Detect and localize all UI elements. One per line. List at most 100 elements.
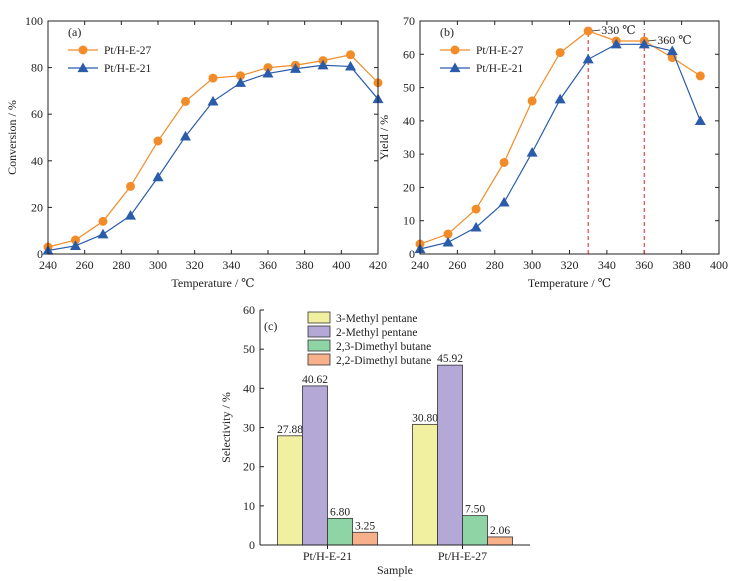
data-point xyxy=(345,60,356,71)
x-tick-label: 420 xyxy=(369,258,387,272)
y-tick-label: 70 xyxy=(403,14,415,28)
bar-value-label: 40.62 xyxy=(302,374,328,386)
data-point xyxy=(610,38,622,49)
bar xyxy=(437,364,463,546)
bar-value-label: 30.80 xyxy=(412,412,438,424)
legend-swatch xyxy=(307,353,331,366)
series-line xyxy=(47,54,379,248)
legend-label: 2-Methyl pentane xyxy=(336,327,417,339)
legend-swatch xyxy=(307,339,331,352)
legend-label: Pt/H-E-27 xyxy=(104,45,152,57)
annotation-label: 360 ℃ xyxy=(657,33,691,47)
data-point xyxy=(694,115,706,125)
y-axis-title: Selectivity / % xyxy=(219,392,233,463)
data-point xyxy=(98,216,108,226)
y-tick-label: 40 xyxy=(403,114,415,128)
x-tick-label: Pt/H-E-21 xyxy=(303,549,352,563)
data-point xyxy=(181,96,190,106)
data-point xyxy=(236,71,245,81)
data-point xyxy=(208,73,218,83)
data-point xyxy=(470,221,482,232)
x-axis-title: Temperature / ℃ xyxy=(171,276,254,290)
panel-b: 240 260 280 300 320 340 360 380 400 0 10 20 30 40 50 60… xyxy=(377,14,728,290)
data-point xyxy=(526,146,538,157)
bar-value-label: 6.80 xyxy=(330,506,350,518)
data-point xyxy=(207,95,219,106)
series-line xyxy=(419,30,701,245)
legend-swatch xyxy=(307,325,331,338)
y-tick-label: 0 xyxy=(249,538,255,552)
x-tick-label: 280 xyxy=(112,258,130,272)
x-tick-label: 400 xyxy=(332,258,350,272)
legend-marker xyxy=(77,62,89,73)
legend-label: 2,2-Dimethyl butane xyxy=(336,355,431,367)
data-point xyxy=(583,26,593,36)
x-tick-label: 320 xyxy=(186,258,204,272)
plot-frame xyxy=(419,20,720,255)
x-tick-label: 300 xyxy=(149,258,167,272)
x-axis-title: Sample xyxy=(377,563,413,577)
y-tick-label: 0 xyxy=(409,247,415,261)
bar-value-label: 3.25 xyxy=(355,520,375,532)
x-tick-label: 340 xyxy=(598,258,616,272)
data-point xyxy=(471,204,481,214)
y-tick-label: 20 xyxy=(403,180,415,194)
x-tick-label: 260 xyxy=(448,258,466,272)
y-tick-label: 10 xyxy=(243,499,255,513)
panel-a: 240 260 280 300 320 340 360 380 400 420 0 20 40 60 80 1… xyxy=(5,14,387,290)
data-point xyxy=(263,63,273,73)
legend-marker xyxy=(450,45,460,55)
bar xyxy=(352,531,378,546)
x-tick-label: 260 xyxy=(76,258,94,272)
data-point xyxy=(235,77,246,87)
data-point xyxy=(262,67,274,78)
x-tick-label: 400 xyxy=(710,258,728,272)
y-tick-label: 10 xyxy=(403,214,415,228)
data-point xyxy=(527,96,537,106)
bar-value-label: 27.88 xyxy=(277,424,303,436)
x-tick-label: 380 xyxy=(296,258,314,272)
annotation-leader xyxy=(648,39,657,42)
legend-label: Pt/H-E-21 xyxy=(104,63,152,75)
data-point xyxy=(695,71,705,81)
bar-value-label: 45.92 xyxy=(437,353,463,365)
panel-label: (c) xyxy=(264,319,277,333)
annotation-leader xyxy=(592,29,601,32)
data-point xyxy=(152,171,164,182)
data-point xyxy=(126,181,135,191)
x-tick-label: 360 xyxy=(259,258,277,272)
y-tick-label: 40 xyxy=(31,154,43,168)
y-tick-label: 60 xyxy=(31,107,43,121)
data-point xyxy=(443,229,453,239)
data-point xyxy=(442,236,454,247)
y-axis-title: Conversion / % xyxy=(5,100,19,175)
data-point xyxy=(153,136,163,146)
data-point xyxy=(555,48,565,58)
data-point xyxy=(499,157,509,167)
legend-marker xyxy=(78,45,88,55)
bar-value-label: 7.50 xyxy=(465,504,485,516)
series-line xyxy=(47,64,379,252)
data-point xyxy=(70,240,81,250)
y-tick-label: 50 xyxy=(403,81,415,95)
x-tick-label: Pt/H-E-27 xyxy=(438,549,487,563)
annotation-label: 330 ℃ xyxy=(601,23,635,37)
y-tick-label: 50 xyxy=(243,342,255,356)
series-line xyxy=(419,43,701,250)
x-tick-label: 280 xyxy=(486,258,504,272)
data-point xyxy=(317,59,329,70)
x-tick-label: 240 xyxy=(39,258,57,272)
data-point xyxy=(71,235,80,245)
data-point xyxy=(97,228,109,239)
y-tick-label: 30 xyxy=(243,421,255,435)
panel-label: (b) xyxy=(440,25,454,39)
x-tick-label: 320 xyxy=(561,258,579,272)
data-point xyxy=(125,210,136,220)
data-point xyxy=(180,130,191,141)
panel-c: 0 10 20 30 40 50 60 27.88 40.62 6.80 3.25 Pt/H-E-21… xyxy=(219,303,530,577)
y-tick-label: 40 xyxy=(243,381,255,395)
panel-label: (a) xyxy=(68,25,81,39)
data-point xyxy=(290,63,301,73)
bar xyxy=(302,385,328,546)
x-tick-label: 380 xyxy=(673,258,691,272)
